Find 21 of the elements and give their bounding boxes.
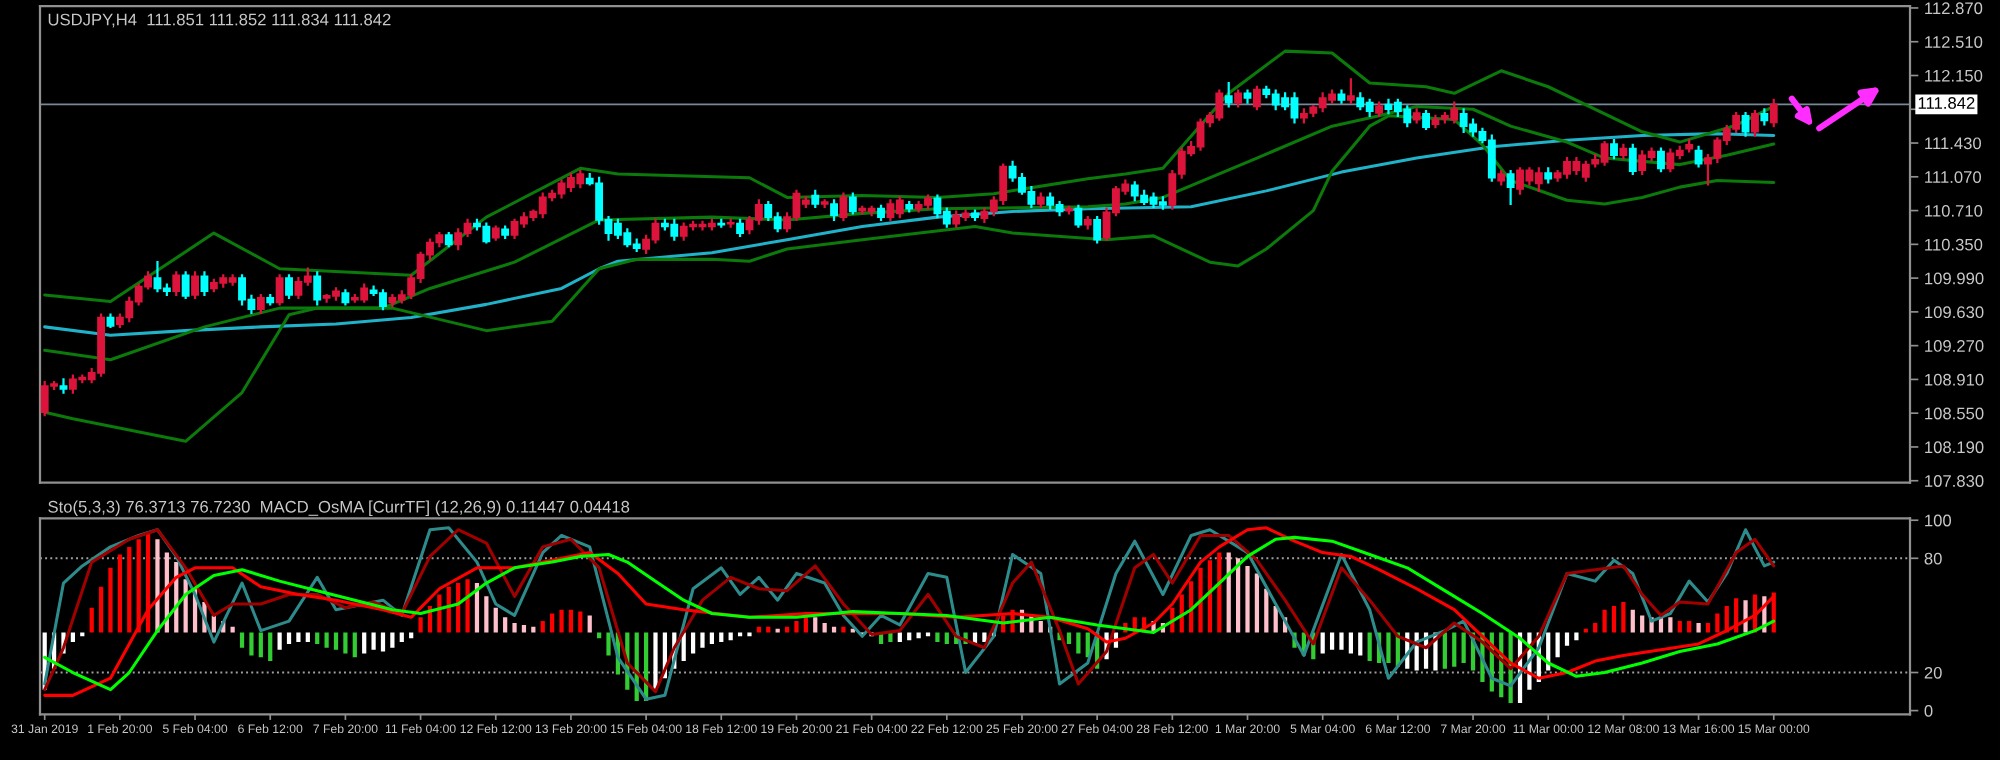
y-tick-label: 112.150 [1925, 69, 1983, 82]
y-tick-label: 112.510 [1925, 36, 1983, 48]
y-tick-label: 107.830 [1925, 475, 1984, 487]
y-tick-label: 110.350 [1925, 238, 1983, 251]
y-tick-label: 110.710 [1925, 204, 1983, 217]
y-tick-label: 111.070 [1925, 171, 1982, 183]
y-tick-label: 108.550 [1925, 407, 1984, 420]
y-tick-label: 109.630 [1925, 306, 1984, 319]
y-tick-label: 112.870 [1925, 2, 1983, 15]
y-tick-label: 20 [1924, 666, 1942, 679]
chart-title: USDJPY,H4 111.851 111.852 111.834 111.842 [48, 13, 391, 28]
y-tick-label: 108.190 [1925, 441, 1984, 454]
chart-title: Sto(5,3,3) 76.3713 76.7230 MACD_OsMA [CurrTF] (12,26,9) 0.11447 0.04418 [48, 500, 630, 516]
y-tick-label: 100 [1925, 514, 1952, 527]
y-tick-label: 108.910 [1925, 373, 1984, 386]
y-tick-label: 109.990 [1925, 272, 1984, 285]
y-tick-label: 80 [1924, 552, 1942, 565]
y-tick-label: 111.430 [1925, 137, 1982, 150]
y-tick-label: 109.270 [1925, 340, 1984, 352]
ref-line-label: 111.842 [1918, 97, 1975, 109]
y-tick-label: 0 [1924, 704, 1933, 717]
